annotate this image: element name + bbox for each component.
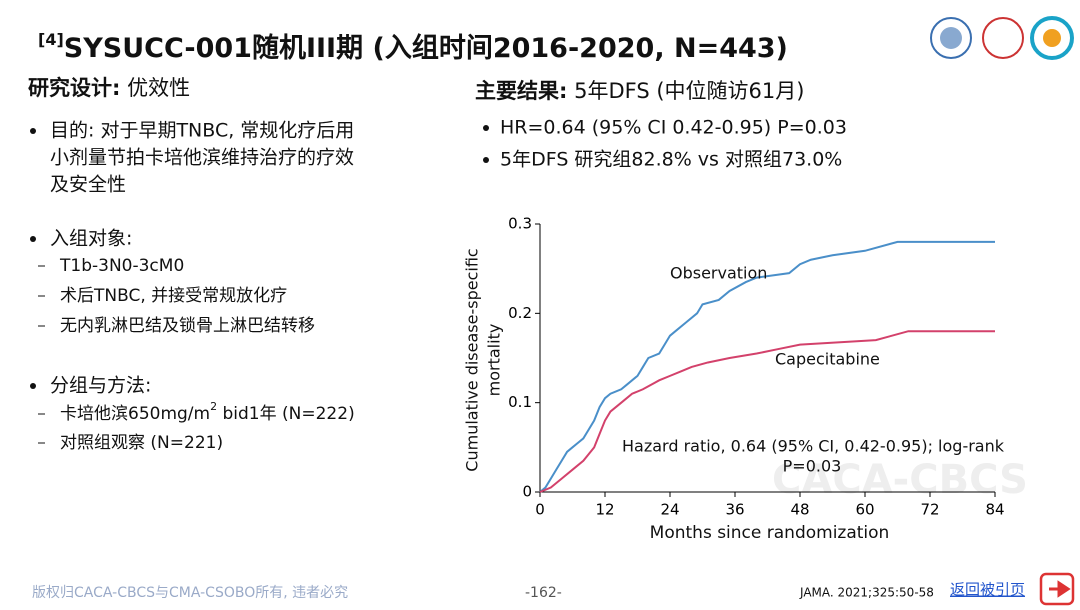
text: bid1年 (N=222)	[217, 404, 355, 424]
sub-item: 无内乳淋巴结及锁骨上淋巴结转移	[60, 316, 315, 336]
design: 研究设计: 优效性	[28, 76, 190, 100]
y-axis-label: mortality	[485, 324, 504, 397]
label: 研究设计:	[28, 76, 120, 100]
watermark: CACA-CBCS	[772, 457, 1028, 503]
result-line: HR=0.64 (95% CI 0.42-0.95) P=0.03	[500, 117, 847, 139]
bullet	[483, 157, 489, 163]
y-tick-label: 0.1	[508, 393, 532, 411]
y-tick-label: 0.2	[508, 304, 532, 322]
logo	[940, 27, 962, 49]
text-line: 目的: 对于早期TNBC, 常规化疗后用	[50, 120, 354, 142]
sub-item: 术后TNBC, 并接受常规放化疗	[60, 286, 287, 306]
label: 主要结果:	[475, 79, 567, 103]
bullet	[30, 383, 36, 389]
text: 卡培他滨650mg/m	[60, 404, 210, 424]
sub-item: T1b-3N0-3cM0	[59, 256, 184, 276]
y-tick-label: 0.3	[508, 215, 532, 233]
bullet	[30, 128, 36, 134]
back-link[interactable]: 返回被引页	[950, 581, 1025, 599]
citation: JAMA. 2021;325:50-58	[799, 586, 934, 600]
icon-arrow	[1049, 580, 1071, 598]
value: 优效性	[120, 76, 190, 100]
section-title: 入组对象:	[50, 228, 132, 250]
x-tick-label: 0	[535, 501, 545, 519]
title: [4]SYSUCC-001随机III期 (入组时间2016-2020, N=44…	[38, 30, 788, 64]
copyright: 版权归CACA-CBCS与CMA-CSOBO所有, 违者必究	[32, 584, 348, 601]
legend-label: Capecitabine	[775, 350, 880, 369]
bullet	[483, 125, 489, 131]
sub-item: 对照组观察 (N=221)	[60, 433, 223, 453]
x-tick-label: 72	[920, 501, 939, 519]
logos	[930, 16, 1074, 60]
text-line: 小剂量节拍卡培他滨维持治疗的疗效	[50, 147, 354, 169]
series-line	[539, 330, 995, 493]
annotation: Hazard ratio, 0.64 (95% CI, 0.42-0.95); …	[622, 437, 1005, 456]
back-icon[interactable]	[1039, 572, 1075, 606]
superscript: 2	[210, 400, 217, 413]
chart: CACA-CBCS 0 0.1 0.2 0.3 0 12 24 36 48 60 72 84 Months…	[463, 215, 1028, 544]
title-ref: [4]	[38, 30, 64, 49]
value: 5年DFS (中位随访61月)	[567, 79, 804, 103]
x-tick-label: 48	[790, 501, 809, 519]
series-line	[539, 240, 995, 493]
x-tick-label: 60	[855, 501, 874, 519]
bullet	[30, 236, 36, 242]
logo	[982, 17, 1024, 59]
text-line: 及安全性	[50, 174, 126, 196]
y-tick-label: 0	[522, 483, 532, 501]
sub-item: 卡培他滨650mg/m2 bid1年 (N=222)	[60, 400, 355, 424]
result-line: 5年DFS 研究组82.8% vs 对照组73.0%	[500, 149, 842, 171]
legend-label: Observation	[670, 264, 767, 283]
section-title: 分组与方法:	[50, 375, 151, 397]
x-axis-label: Months since randomization	[650, 523, 890, 543]
page-number: -162-	[525, 585, 562, 601]
x-tick-label: 12	[595, 501, 614, 519]
x-tick-label: 24	[660, 501, 679, 519]
y-axis-label: Cumulative disease-specific	[463, 248, 482, 471]
annotation: P=0.03	[783, 457, 842, 476]
x-tick-label: 36	[725, 501, 744, 519]
results: 主要结果: 5年DFS (中位随访61月)	[475, 79, 804, 103]
title-text: SYSUCC-001随机III期 (入组时间2016-2020, N=443)	[64, 32, 788, 64]
x-tick-label: 84	[985, 501, 1004, 519]
logo	[1043, 29, 1061, 47]
